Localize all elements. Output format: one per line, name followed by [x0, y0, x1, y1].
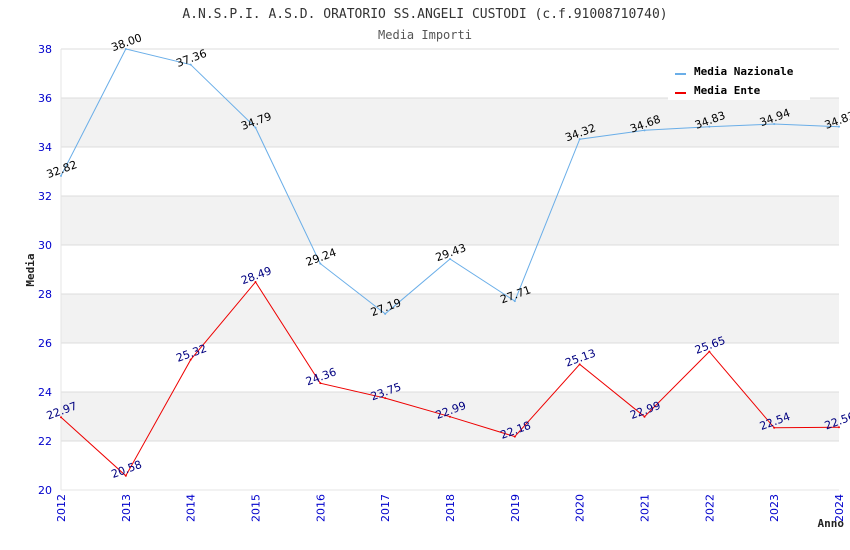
data-point [838, 426, 840, 429]
data-point [838, 125, 840, 128]
data-point [513, 300, 516, 303]
x-tick-label: 2021 [639, 494, 652, 522]
x-tick-label: 2012 [55, 494, 68, 522]
x-tick-label: 2020 [574, 494, 587, 522]
grid-band [61, 196, 839, 245]
data-point [643, 129, 646, 132]
y-tick-label: 38 [38, 43, 52, 56]
grid-band [61, 98, 839, 147]
x-tick-label: 2013 [120, 494, 133, 522]
grid-band [61, 147, 839, 196]
legend-label-ente: Media Ente [694, 84, 761, 97]
x-tick-label: 2024 [833, 494, 846, 522]
grid-band [61, 441, 839, 490]
data-point [449, 257, 451, 260]
y-tick-label: 32 [38, 190, 52, 203]
x-tick-label: 2019 [509, 494, 522, 522]
data-point [189, 358, 192, 361]
data-point [319, 382, 322, 385]
data-point [60, 174, 62, 177]
y-tick-label: 22 [38, 435, 52, 448]
y-axis-ticks: 20 22 24 26 28 30 32 34 36 38 [38, 43, 52, 497]
x-tick-label: 2016 [314, 494, 327, 522]
y-tick-label: 34 [38, 141, 52, 154]
x-axis-label: Anno [818, 517, 845, 530]
grid-band [61, 245, 839, 294]
grid-band [61, 294, 839, 343]
x-tick-label: 2022 [703, 494, 716, 522]
data-point [189, 63, 192, 66]
data-point [773, 426, 776, 429]
y-axis-label: Media [24, 253, 37, 286]
x-tick-label: 2017 [379, 494, 392, 522]
y-tick-label: 24 [38, 386, 52, 399]
data-point [773, 122, 776, 125]
data-point [124, 48, 127, 50]
data-point [254, 280, 257, 283]
data-point [578, 138, 581, 141]
y-tick-label: 36 [38, 92, 52, 105]
data-point [254, 126, 257, 129]
y-tick-label: 26 [38, 337, 52, 350]
data-point [124, 474, 127, 477]
y-tick-label: 30 [38, 239, 52, 252]
data-point [384, 397, 387, 400]
data-point [578, 363, 581, 366]
x-tick-label: 2014 [185, 494, 198, 522]
chart-title: A.N.S.P.I. A.S.D. ORATORIO SS.ANGELI CUS… [182, 7, 667, 22]
legend-background [668, 58, 810, 100]
data-point [60, 416, 62, 419]
data-point [449, 415, 451, 418]
legend-label-nazionale: Media Nazionale [694, 65, 794, 78]
data-point [513, 435, 516, 438]
x-axis-ticks: 2012 2013 2014 2015 2016 2017 2018 2019 2020 2021… [55, 494, 846, 522]
x-tick-label: 2018 [444, 494, 457, 522]
y-tick-label: 20 [38, 484, 52, 497]
y-tick-label: 28 [38, 288, 52, 301]
data-point [708, 350, 711, 353]
legend: Media Nazionale Media Ente [668, 58, 810, 100]
data-point [708, 125, 711, 128]
x-tick-label: 2023 [768, 494, 781, 522]
data-point [319, 262, 322, 265]
grid-bands [61, 49, 839, 490]
data-point [643, 415, 646, 418]
data-point [384, 312, 387, 315]
x-tick-label: 2015 [250, 494, 263, 522]
chart-subtitle: Media Importi [378, 28, 472, 42]
